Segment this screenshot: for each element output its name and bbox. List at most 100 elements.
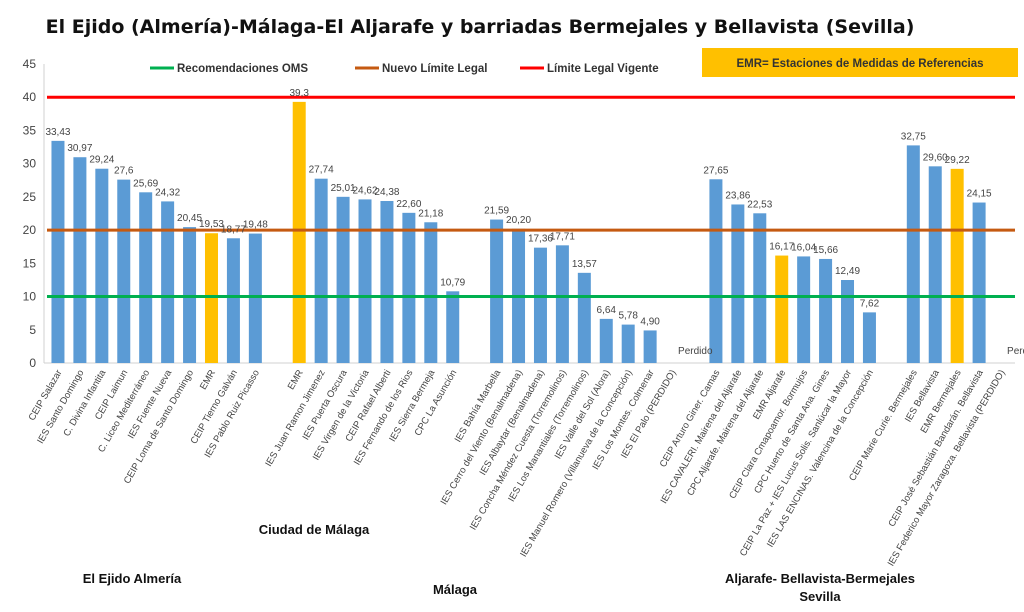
data-label: 25,69 — [133, 178, 158, 189]
data-label: 23,86 — [725, 190, 750, 201]
bar — [248, 233, 262, 363]
legend-label: Límite Legal Vigente — [547, 63, 659, 75]
bar — [906, 145, 920, 363]
legend-label: Nuevo Límite Legal — [382, 63, 487, 75]
bar — [972, 202, 986, 363]
data-label: 20,45 — [177, 213, 202, 224]
bars — [51, 101, 986, 363]
data-label: 24,15 — [967, 189, 992, 200]
bar — [555, 245, 569, 363]
data-label: 39,3 — [289, 88, 309, 99]
data-label: 17,36 — [528, 234, 553, 245]
bar — [753, 213, 767, 363]
bar — [797, 256, 811, 363]
data-label: 4,90 — [640, 316, 660, 327]
data-label: 22,60 — [396, 199, 421, 210]
data-label: 24,38 — [374, 187, 399, 198]
group-label-malaga: Málaga — [433, 582, 478, 597]
bar — [424, 222, 438, 363]
data-label: 12,49 — [835, 266, 860, 277]
bar — [139, 192, 153, 363]
data-labels: 33,4330,9729,2427,625,6924,3220,4519,531… — [45, 88, 1024, 357]
data-label: 32,75 — [901, 131, 926, 142]
bar — [161, 201, 175, 363]
data-label: 5,78 — [618, 311, 638, 322]
data-label: 20,20 — [506, 215, 531, 226]
bar — [336, 196, 350, 363]
data-label: 29,24 — [89, 155, 114, 166]
emr-note-text: EMR= Estaciones de Medidas de Referencia… — [736, 58, 983, 70]
data-label: 21,59 — [484, 206, 509, 217]
y-tick-label: 15 — [23, 256, 37, 270]
bar — [950, 168, 964, 363]
y-tick-label: 30 — [23, 157, 37, 171]
reference-lines — [47, 95, 1015, 299]
group-label-ciudad-malaga: Ciudad de Málaga — [259, 522, 370, 537]
bar — [292, 101, 306, 363]
y-tick-label: 10 — [23, 290, 37, 304]
bar — [621, 324, 635, 363]
bar — [402, 212, 416, 363]
emr-note-box — [702, 48, 1018, 77]
y-tick-label: 0 — [29, 356, 36, 370]
bar — [533, 247, 547, 363]
bar — [775, 255, 789, 363]
data-label: 24,62 — [352, 185, 377, 196]
y-tick-label: 45 — [23, 57, 37, 71]
data-label: 27,74 — [309, 165, 334, 176]
data-label: 29,22 — [945, 155, 970, 166]
data-label: Perdido — [1007, 346, 1024, 357]
data-label: 10,79 — [440, 277, 465, 288]
group-label-el-ejido: El Ejido Almería — [83, 571, 182, 586]
data-label: 33,43 — [45, 127, 70, 138]
bar — [51, 140, 65, 363]
legend-label: Recomendaciones OMS — [177, 63, 308, 75]
bar — [314, 178, 328, 363]
bar — [819, 258, 833, 363]
data-label: Perdido — [678, 346, 713, 357]
bar — [117, 179, 131, 363]
x-tick-label: EMR — [286, 368, 306, 392]
data-label: 13,57 — [572, 259, 597, 270]
data-label: 24,32 — [155, 187, 180, 198]
bar — [731, 204, 745, 363]
data-label: 16,04 — [791, 242, 816, 253]
bar — [226, 238, 240, 363]
data-label: 19,48 — [243, 220, 268, 231]
bar — [380, 201, 394, 363]
bar — [358, 199, 372, 363]
legend: Recomendaciones OMS Nuevo Límite Legal Lím… — [150, 63, 659, 75]
x-tick-label: EMR — [198, 368, 218, 392]
data-label: 6,64 — [597, 305, 617, 316]
bar — [643, 330, 657, 363]
y-tick-label: 5 — [29, 323, 36, 337]
bar — [446, 291, 460, 363]
bar — [928, 166, 942, 363]
group-label-sevilla: Sevilla — [799, 589, 841, 604]
data-label: 15,66 — [813, 245, 838, 256]
data-label: 18,77 — [221, 224, 246, 235]
data-label: 25,01 — [331, 183, 356, 194]
data-label: 17,71 — [550, 231, 575, 242]
group-label-aljarafe: Aljarafe- Bellavista-Bermejales — [725, 571, 915, 586]
data-label: 19,53 — [199, 219, 224, 230]
data-label: 22,53 — [747, 199, 772, 210]
bar — [862, 312, 876, 363]
bar — [709, 179, 723, 363]
bar — [204, 233, 218, 363]
bar — [841, 280, 855, 363]
data-label: 16,17 — [769, 242, 794, 253]
y-tick-label: 20 — [23, 223, 37, 237]
y-tick-label: 35 — [23, 123, 37, 137]
y-tick-label: 25 — [23, 190, 37, 204]
bar — [490, 219, 504, 363]
y-tick-label: 40 — [23, 90, 37, 104]
bar — [599, 318, 613, 363]
bar — [95, 168, 109, 363]
data-label: 21,18 — [418, 208, 443, 219]
data-label: 27,65 — [703, 165, 728, 176]
bar — [577, 272, 591, 363]
data-label: 30,97 — [67, 143, 92, 154]
